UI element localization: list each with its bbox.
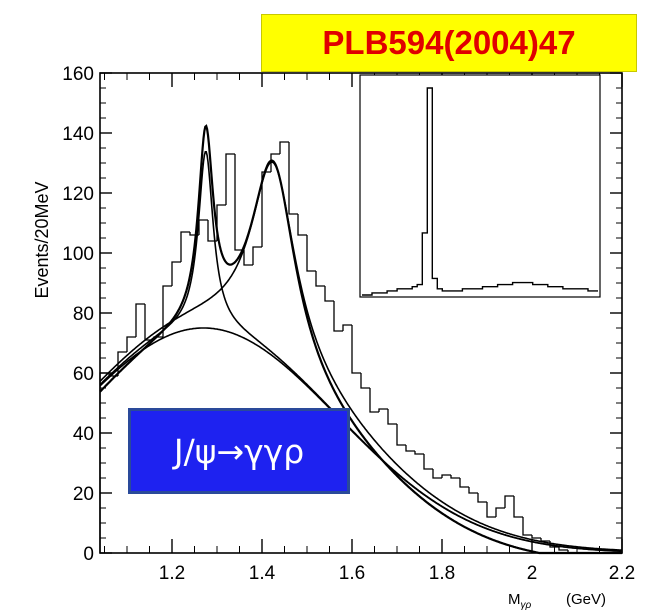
histogram-bin xyxy=(432,469,442,479)
histogram-bin xyxy=(198,219,208,235)
histogram-bin xyxy=(450,475,460,479)
decay-channel-text: J/ψ→γγρ xyxy=(173,431,305,471)
decay-channel-badge: J/ψ→γγρ xyxy=(128,408,350,494)
histogram-bin xyxy=(180,231,190,262)
y-tick-label: 0 xyxy=(83,544,94,565)
inset-frame xyxy=(359,74,601,298)
fit-curves xyxy=(99,124,623,555)
histogram-bin xyxy=(378,408,388,412)
histogram-bin xyxy=(486,502,496,518)
histogram-bin xyxy=(495,507,505,517)
reference-badge: PLB594(2004)47 xyxy=(261,14,637,72)
histogram-bin xyxy=(396,424,406,446)
y-tick-label: 100 xyxy=(62,244,94,265)
histogram-bin xyxy=(387,409,397,425)
histogram-bin xyxy=(135,303,145,337)
histogram-bin xyxy=(504,495,514,508)
x-tick-label: 2.2 xyxy=(609,563,635,584)
histogram-bin xyxy=(279,141,289,154)
histogram-bin xyxy=(270,153,280,172)
histogram-bin xyxy=(126,336,136,352)
histogram-bin xyxy=(162,285,172,337)
histogram-bin xyxy=(315,271,325,287)
x-tick-label: 1.4 xyxy=(249,563,276,584)
histogram-bin xyxy=(243,250,253,266)
histogram-bin xyxy=(351,325,361,374)
histogram-bin xyxy=(540,538,550,542)
y-tick-label: 20 xyxy=(73,484,94,505)
histogram-bin xyxy=(225,153,235,205)
histogram-bin xyxy=(261,171,271,247)
fit-peak2-curve xyxy=(99,161,622,551)
histogram-bin xyxy=(99,372,109,553)
histogram-bin xyxy=(342,324,352,331)
histogram-bin xyxy=(360,373,370,389)
y-tick-label: 140 xyxy=(62,124,94,145)
histogram-bin xyxy=(531,535,541,539)
y-axis-label: Events/20MeV xyxy=(32,181,52,298)
histogram-bin xyxy=(324,286,334,302)
histogram-bin xyxy=(441,474,451,478)
histogram-bin xyxy=(234,154,244,251)
y-tick-label: 80 xyxy=(73,304,94,325)
histogram-bin xyxy=(477,493,487,503)
histogram-bin xyxy=(423,454,433,470)
y-tick-label: 60 xyxy=(73,364,94,385)
histogram-bin xyxy=(414,451,424,455)
histogram-bin xyxy=(459,478,469,488)
y-axis: 0 20 40 60 80 100 120 140 160 xyxy=(62,64,622,565)
histogram-bin xyxy=(297,214,307,236)
inset-histogram-line xyxy=(362,87,598,296)
x-axis-label: Mγρ (GeV) xyxy=(508,591,606,610)
x-axis-label-main: M xyxy=(508,591,521,608)
histogram-bin xyxy=(252,246,262,265)
y-tick-label: 40 xyxy=(73,424,94,445)
histogram-bin xyxy=(405,445,415,452)
reference-text: PLB594(2004)47 xyxy=(322,24,576,61)
histogram-bin xyxy=(288,142,298,215)
histogram-bin xyxy=(207,220,217,242)
x-tick-label: 1.6 xyxy=(339,563,365,584)
histogram-bin xyxy=(369,388,379,413)
histogram-bin xyxy=(306,235,316,272)
histogram-bin xyxy=(522,517,532,536)
y-tick-label: 120 xyxy=(62,184,94,205)
x-tick-label: 1.2 xyxy=(159,563,185,584)
histogram-bin xyxy=(513,496,523,518)
x-tick-label: 1.8 xyxy=(429,563,455,584)
x-tick-label: 2 xyxy=(527,563,538,584)
histogram-bin xyxy=(171,261,181,286)
x-axis-label-unit: (GeV) xyxy=(566,591,606,608)
y-tick-label: 160 xyxy=(62,64,94,85)
inset-histogram xyxy=(359,74,601,298)
histogram-bin xyxy=(558,547,568,551)
fit-total-curve xyxy=(99,124,622,555)
histogram-bin xyxy=(468,487,478,494)
fit-peak1-curve xyxy=(99,151,623,552)
x-axis-label-sub: γρ xyxy=(521,600,532,610)
histogram-bin xyxy=(333,301,343,332)
